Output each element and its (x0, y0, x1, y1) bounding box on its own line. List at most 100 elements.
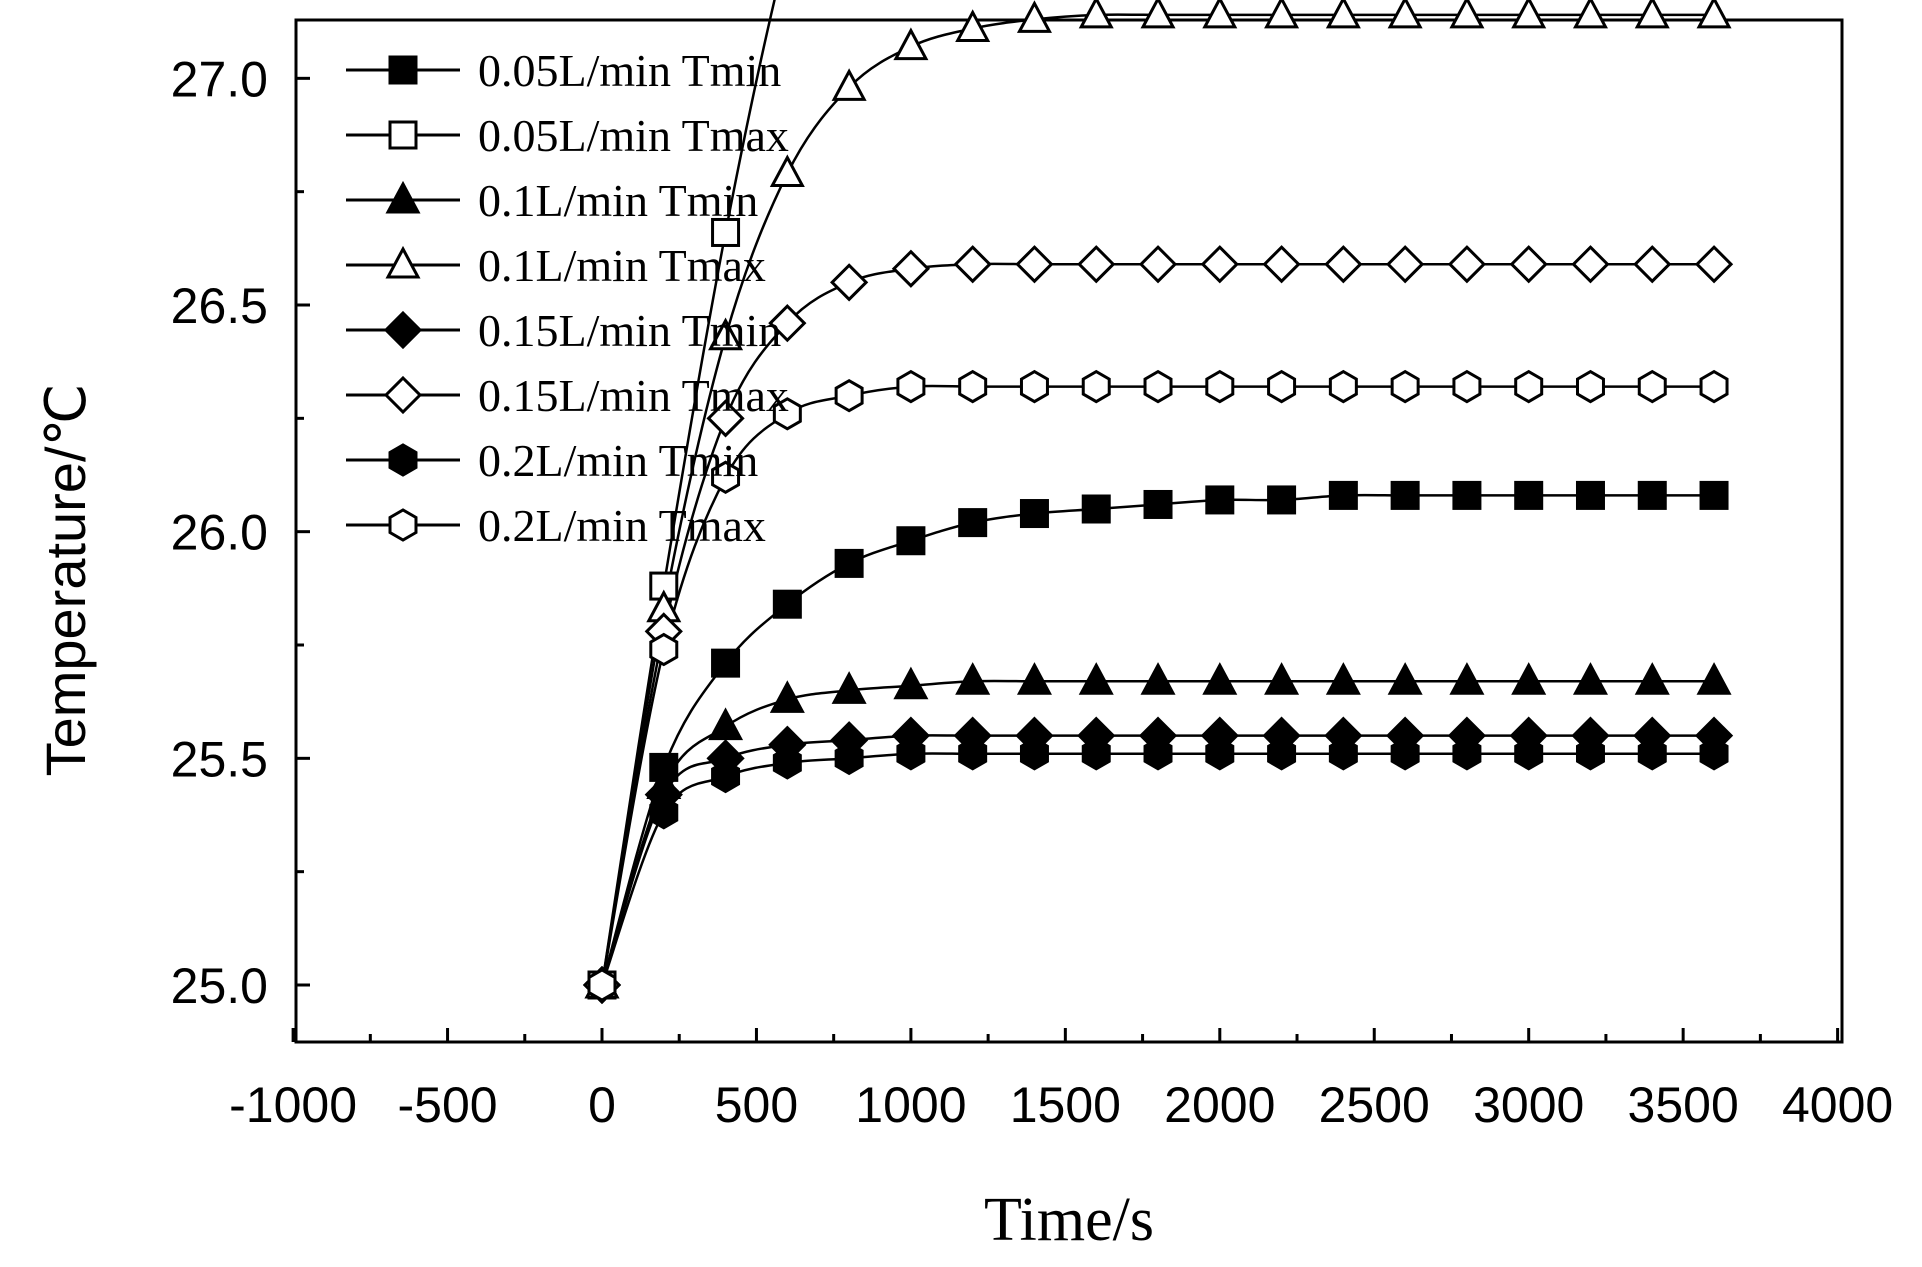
x-tick-label: 0 (588, 1077, 616, 1133)
square-marker (1452, 480, 1482, 510)
hexagon-marker (834, 378, 864, 413)
series-line (600, 734, 1715, 986)
hexagon-marker (711, 460, 741, 495)
triangle-marker (1387, 0, 1423, 29)
x-tick-label: 3000 (1473, 1077, 1584, 1133)
hexagon-marker (1452, 369, 1482, 404)
hexagon-marker (1205, 737, 1235, 771)
x-tick-label: 2500 (1319, 1077, 1430, 1133)
triangle-marker (769, 154, 805, 188)
triangle-marker (1449, 0, 1485, 29)
legend-label: 0.05L/min Tmin (478, 45, 781, 96)
hexagon-marker (1452, 737, 1482, 771)
square-marker (958, 508, 988, 538)
series-marker-group (587, 737, 1729, 1002)
x-axis-title: Time/s (984, 1186, 1154, 1254)
triangle-marker (1202, 0, 1238, 29)
triangle-marker (1016, 662, 1052, 695)
square-marker (1267, 485, 1297, 515)
diamond-marker (1386, 245, 1425, 284)
y-tick-label: 26.0 (171, 505, 268, 561)
diamond-marker (1694, 245, 1734, 284)
diamond-marker (1077, 245, 1116, 284)
diamond-marker (1262, 245, 1301, 284)
triangle-marker (1511, 0, 1547, 29)
diamond-marker (768, 304, 807, 343)
series-markers (582, 0, 1734, 1005)
legend: 0.05L/min Tmin 0.05L/min Tmax 0.1L/min Tmi… (346, 45, 789, 551)
square-marker (1637, 480, 1667, 510)
series-line (600, 752, 1715, 986)
square-marker (388, 55, 418, 85)
hexagon-marker (388, 443, 418, 477)
legend-label: 0.05L/min Tmax (478, 110, 789, 161)
triangle-marker (1634, 662, 1670, 695)
hexagon-marker (1390, 737, 1420, 771)
square-marker (1699, 480, 1729, 510)
hexagon-marker (1019, 737, 1049, 771)
series-marker-group (584, 662, 1732, 999)
legend-label: 0.2L/min Tmin (478, 435, 758, 486)
triangle-marker (1325, 0, 1361, 29)
y-tick-label: 25.5 (171, 731, 268, 787)
triangle-marker (893, 666, 929, 700)
hexagon-marker (1143, 737, 1173, 771)
series-marker-group (582, 245, 1734, 1005)
hexagon-marker (1328, 369, 1358, 404)
hexagon-marker (711, 759, 741, 794)
diamond-marker (1447, 245, 1487, 284)
square-marker (1143, 489, 1173, 519)
square-marker (1019, 499, 1049, 529)
triangle-marker (708, 317, 744, 351)
triangle-marker (955, 662, 991, 695)
diamond-marker (706, 399, 745, 438)
triangle-marker (1387, 662, 1423, 695)
triangle-marker (385, 180, 421, 214)
hexagon-marker (1081, 369, 1111, 404)
diamond-marker (1015, 245, 1054, 284)
x-tick-label: 4000 (1782, 1077, 1893, 1133)
series-line (600, 0, 776, 986)
hexagon-marker (649, 795, 679, 830)
square-marker (1514, 480, 1544, 510)
hexagon-marker (1205, 369, 1235, 404)
square-marker (1390, 480, 1420, 510)
hexagon-marker (772, 746, 802, 780)
hexagon-marker (388, 508, 418, 542)
series-marker-group (587, 369, 1729, 1002)
hexagon-marker (834, 741, 864, 776)
square-marker (1205, 485, 1235, 515)
hexagon-marker (1637, 737, 1667, 771)
legend-label: 0.1L/min Tmax (478, 240, 766, 291)
diamond-marker (1633, 245, 1672, 284)
square-marker (711, 648, 741, 678)
x-tick-label: -1000 (229, 1077, 357, 1133)
triangle-marker (1511, 662, 1547, 695)
diamond-marker (891, 249, 931, 288)
diamond-marker (1324, 245, 1363, 284)
triangle-marker (769, 680, 805, 713)
diamond-marker (1138, 245, 1178, 284)
triangle-marker (893, 27, 929, 61)
hexagon-marker (1699, 369, 1729, 404)
triangle-marker (831, 68, 867, 101)
x-tick-label: 500 (715, 1077, 798, 1133)
triangle-marker (1325, 662, 1361, 695)
triangle-marker (1140, 662, 1176, 695)
triangle-marker (1449, 662, 1485, 695)
y-tick-label: 25.0 (171, 958, 268, 1014)
triangle-marker (1634, 0, 1670, 29)
hexagon-marker (772, 397, 802, 431)
triangle-marker (1696, 662, 1732, 695)
x-axis-ticks: -1000 -500 0 500 1000 1500 2000 2500 3000 3500 400… (229, 1028, 1893, 1133)
triangle-marker (1572, 662, 1608, 695)
diamond-marker (953, 245, 992, 284)
diamond-marker (1571, 245, 1610, 284)
triangle-marker (1016, 0, 1052, 33)
triangle-marker (1078, 0, 1114, 29)
legend-label: 0.15L/min Tmax (478, 370, 789, 421)
triangle-marker (1572, 0, 1608, 29)
hexagon-marker (958, 737, 988, 771)
hexagon-marker (1637, 369, 1667, 404)
diamond-marker (829, 263, 869, 302)
